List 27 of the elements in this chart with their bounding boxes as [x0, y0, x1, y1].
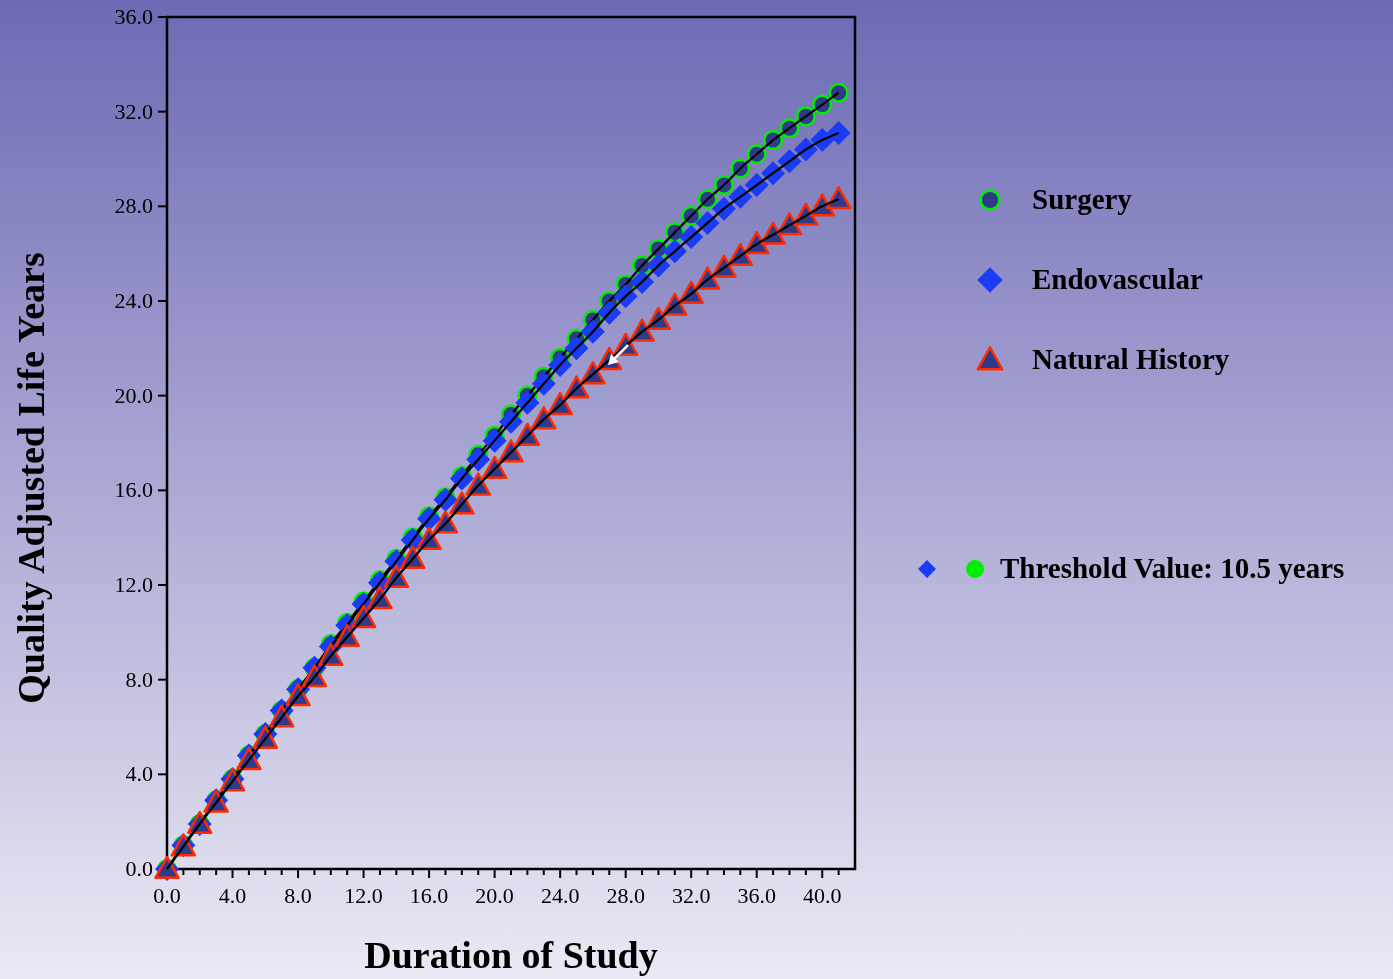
y-tick-label: 20.0	[114, 382, 153, 408]
x-axis-title: Duration of Study	[364, 934, 658, 976]
y-tick-label: 8.0	[125, 666, 153, 692]
legend-label: Endovascular	[1032, 263, 1203, 295]
legend-label: Natural History	[1032, 343, 1230, 375]
x-tick-label: 0.0	[153, 883, 181, 908]
y-tick-label: 32.0	[114, 98, 153, 124]
text: Threshold Value: 10.5 years	[1000, 552, 1345, 584]
y-tick-label: 28.0	[114, 193, 153, 219]
x-tick-label: 12.0	[344, 883, 383, 908]
x-tick-label: 16.0	[409, 883, 449, 908]
x-tick-label: 24.0	[540, 883, 580, 908]
y-tick-label: 0.0	[125, 856, 153, 881]
y-tick-label: 16.0	[114, 477, 153, 503]
y-axis-title: Quality Adjusted Life Years	[10, 252, 52, 704]
y-tick-label: 36.0	[114, 4, 153, 29]
x-tick-label: 4.0	[218, 883, 247, 908]
y-tick-label: 4.0	[125, 761, 153, 787]
x-tick-label: 8.0	[284, 883, 312, 908]
y-tick-label: 12.0	[114, 572, 153, 597]
legend-label: Surgery	[1032, 183, 1133, 215]
y-tick-label: 24.0	[114, 288, 153, 313]
x-tick-label: 20.0	[475, 883, 514, 908]
x-tick-label: 32.0	[671, 883, 711, 908]
x-tick-label: 36.0	[737, 883, 776, 908]
x-tick-label: 28.0	[606, 883, 645, 908]
x-tick-label: 40.0	[802, 883, 842, 908]
